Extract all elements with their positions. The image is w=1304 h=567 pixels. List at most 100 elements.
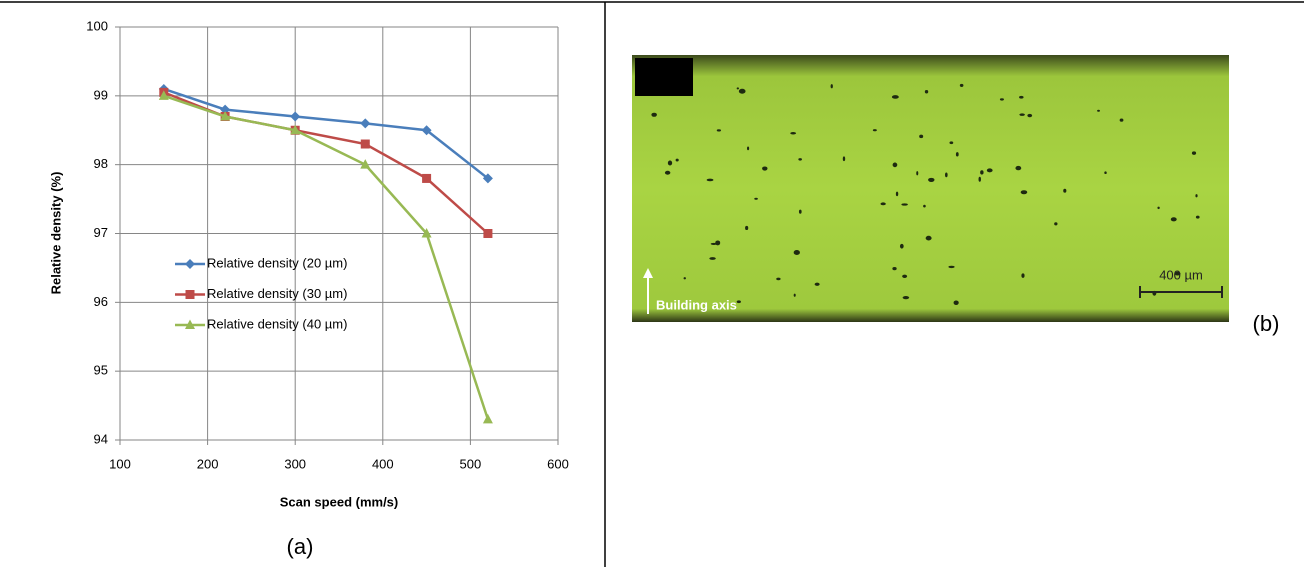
pore	[903, 296, 909, 299]
pore	[926, 236, 932, 241]
x-tick-label: 400	[372, 456, 394, 471]
pore	[919, 135, 923, 139]
pore	[1063, 189, 1066, 193]
pore	[754, 198, 758, 200]
pore	[1054, 222, 1057, 225]
y-tick-label: 96	[94, 294, 108, 309]
pore	[987, 168, 993, 172]
y-tick-label: 95	[94, 363, 108, 378]
pore	[707, 179, 714, 182]
legend-label: Relative density (40 µm)	[207, 316, 347, 331]
pore	[979, 177, 981, 182]
marker	[186, 290, 195, 299]
redaction	[635, 58, 693, 96]
pore	[902, 275, 907, 278]
pore	[923, 205, 926, 208]
pore	[737, 300, 741, 303]
x-tick-label: 300	[284, 456, 306, 471]
y-tick-label: 98	[94, 156, 108, 171]
pore	[880, 202, 885, 205]
pore	[892, 267, 896, 270]
pore	[980, 170, 983, 174]
pore	[717, 129, 721, 131]
pore	[945, 173, 948, 178]
pore	[1000, 98, 1004, 100]
pore	[956, 152, 959, 156]
axis-label: Building axis	[656, 297, 737, 312]
y-tick-label: 100	[86, 18, 108, 33]
pore	[892, 95, 899, 99]
pore	[1192, 151, 1196, 154]
pore	[1097, 110, 1100, 112]
y-tick-label: 99	[94, 87, 108, 102]
pore	[949, 141, 953, 144]
pore	[1027, 114, 1032, 117]
x-tick-label: 100	[109, 456, 131, 471]
page: 949596979899100100200300400500600Relativ…	[0, 0, 1304, 567]
pore	[948, 266, 954, 268]
pore	[1104, 171, 1106, 174]
pore	[1021, 190, 1028, 194]
figure: 949596979899100100200300400500600Relativ…	[0, 0, 1304, 567]
x-axis-label: Scan speed (mm/s)	[280, 494, 399, 509]
pore	[1196, 216, 1200, 219]
panel-label: (a)	[287, 534, 314, 559]
pore	[1195, 194, 1197, 197]
scale-label: 400 µm	[1159, 267, 1203, 282]
pore	[916, 171, 918, 175]
marker	[360, 118, 370, 128]
pore	[901, 203, 908, 205]
pore	[1019, 96, 1023, 99]
pore	[776, 278, 780, 281]
marker	[483, 414, 493, 424]
y-axis-label: Relative density (%)	[48, 172, 63, 295]
pore	[668, 161, 672, 166]
pore	[799, 210, 802, 214]
pore	[762, 166, 767, 170]
legend-label: Relative density (30 µm)	[207, 286, 347, 301]
pore	[798, 158, 802, 160]
pore	[843, 156, 845, 161]
micrograph: 400 µm Building axis	[632, 55, 1229, 322]
pore	[747, 147, 749, 151]
pore	[790, 132, 796, 134]
pore	[954, 300, 959, 304]
pore	[684, 277, 686, 279]
pore	[651, 113, 657, 117]
pore	[1019, 113, 1024, 116]
pore	[737, 87, 739, 89]
micrograph-image	[632, 55, 1229, 322]
pore	[893, 163, 898, 168]
pore	[925, 90, 928, 93]
pore	[873, 129, 877, 131]
pore	[900, 244, 904, 249]
pore	[960, 84, 964, 87]
marker	[290, 111, 300, 121]
pore	[715, 240, 720, 245]
pore	[815, 283, 820, 286]
panel-label: (b)	[1253, 311, 1280, 336]
pore	[745, 226, 748, 230]
pore	[896, 192, 898, 197]
pore	[1171, 217, 1177, 221]
pore	[794, 250, 800, 255]
pore	[794, 294, 796, 297]
marker	[361, 140, 370, 149]
x-tick-label: 200	[197, 456, 219, 471]
pore	[831, 84, 833, 88]
pore	[739, 89, 746, 94]
marker	[422, 174, 431, 183]
pore	[1015, 166, 1021, 170]
series-line	[164, 92, 488, 233]
marker	[185, 259, 195, 269]
y-tick-label: 97	[94, 225, 108, 240]
marker	[483, 229, 492, 238]
pore	[676, 159, 679, 162]
pore	[709, 257, 715, 260]
pore	[1120, 119, 1124, 122]
pore	[1021, 273, 1024, 277]
legend-label: Relative density (20 µm)	[207, 255, 347, 270]
pore	[928, 178, 934, 182]
y-tick-label: 94	[94, 431, 108, 446]
